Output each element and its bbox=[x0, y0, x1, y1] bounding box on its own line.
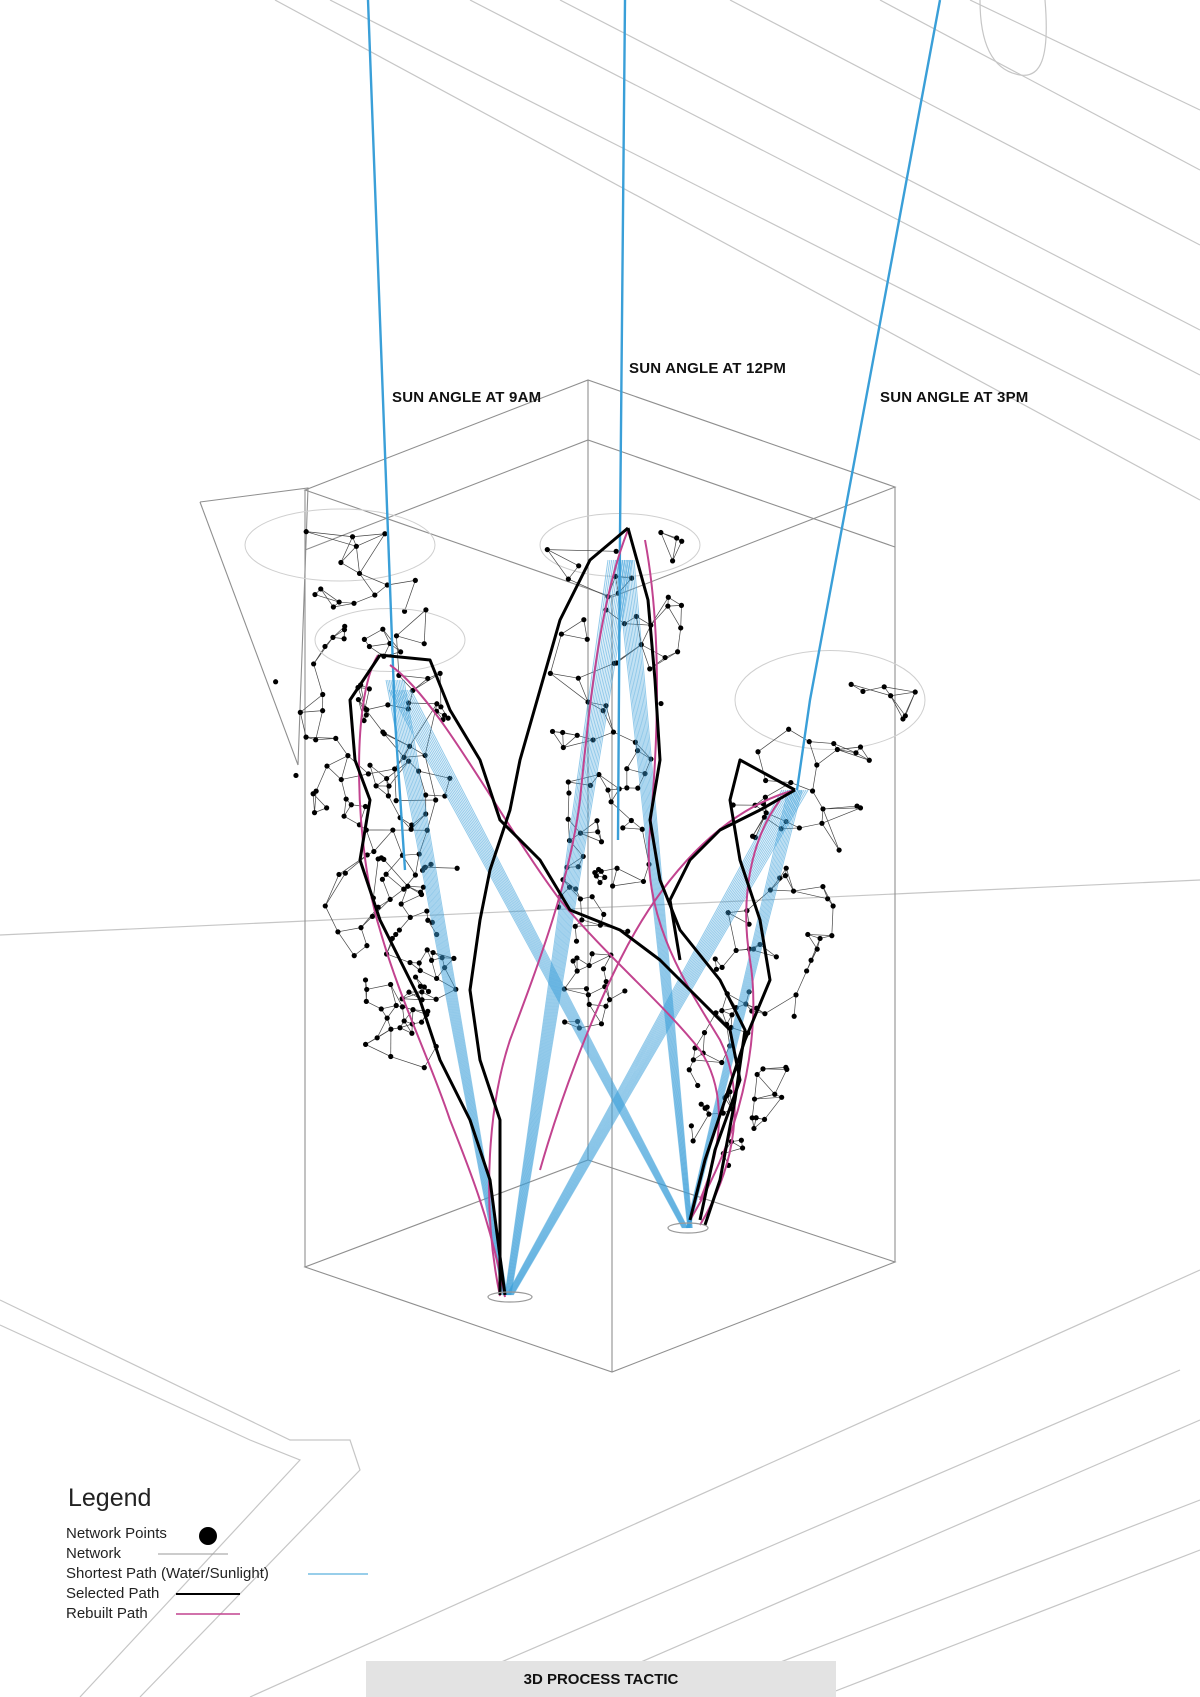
legend: Legend Network Points Network Shortest P… bbox=[66, 1484, 386, 1634]
sun-angle-12pm-label: SUN ANGLE AT 12PM bbox=[629, 360, 787, 377]
legend-item-rebuilt-path: Rebuilt Path bbox=[66, 1604, 148, 1624]
sun-angle-3pm-label: SUN ANGLE AT 3PM bbox=[880, 389, 1029, 406]
sun-ray-3pm bbox=[795, 0, 942, 791]
legend-label: Network bbox=[66, 1544, 122, 1562]
selected-path-swatch bbox=[176, 1593, 240, 1595]
shortest-path-swatch bbox=[308, 1573, 368, 1575]
base-disks bbox=[487, 1222, 709, 1303]
shortest-path-bundles bbox=[385, 559, 809, 1296]
mesh-cloud-left-a bbox=[244, 508, 440, 1071]
legend-item-shortest-path: Shortest Path (Water/Sunlight) bbox=[66, 1564, 269, 1584]
selected-paths bbox=[348, 526, 796, 1296]
network-line-swatch bbox=[158, 1553, 228, 1555]
legend-item-selected-path: Selected Path bbox=[66, 1584, 159, 1604]
sun-angle-9am-label: SUN ANGLE AT 9AM bbox=[392, 389, 542, 406]
legend-label: Network Points bbox=[66, 1524, 167, 1542]
legend-item-network-points: Network Points bbox=[66, 1524, 167, 1544]
legend-label: Shortest Path (Water/Sunlight) bbox=[66, 1564, 269, 1582]
legend-item-network: Network bbox=[66, 1544, 121, 1564]
bundle-9am-to-right-base bbox=[388, 689, 689, 1229]
legend-label: Selected Path bbox=[66, 1584, 160, 1602]
footer-title: 3D PROCESS TACTIC bbox=[523, 1671, 679, 1688]
rebuilt-paths bbox=[358, 529, 796, 1298]
sun-ray-12pm bbox=[616, 0, 627, 841]
bundle-9am-to-left-base bbox=[385, 679, 508, 1296]
rebuilt-path-swatch bbox=[176, 1613, 240, 1615]
legend-title: Legend bbox=[68, 1484, 152, 1512]
network-point-swatch bbox=[199, 1527, 217, 1545]
legend-label: Rebuilt Path bbox=[66, 1604, 148, 1622]
sun-ray-9am bbox=[366, 0, 407, 871]
footer-bar: 3D PROCESS TACTIC bbox=[366, 1661, 836, 1697]
